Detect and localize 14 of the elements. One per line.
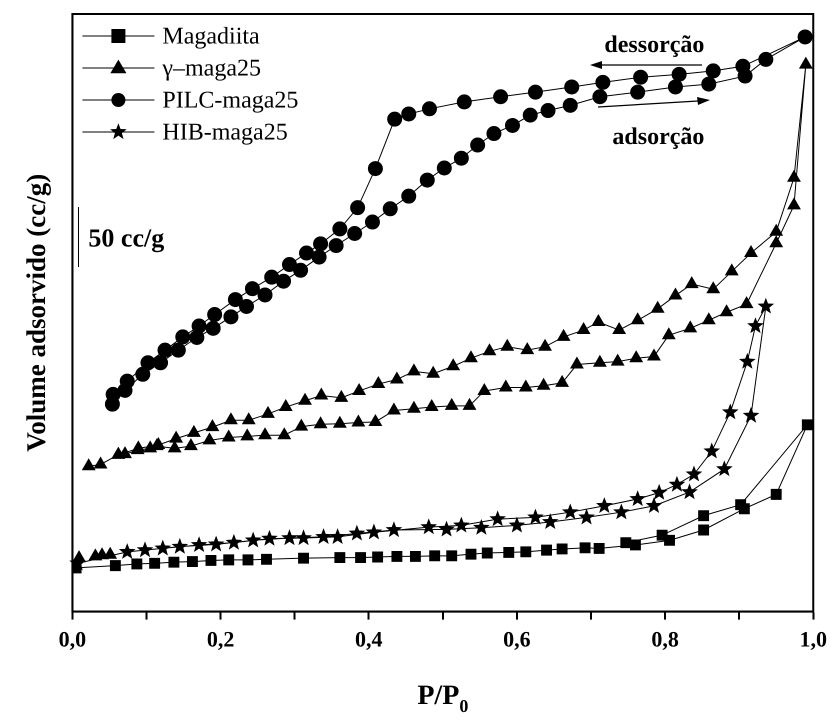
x-tick-label: 0,6 bbox=[503, 626, 531, 652]
x-tick-label: 0,0 bbox=[58, 626, 86, 652]
x-tick-label: 0,8 bbox=[651, 626, 679, 652]
x-tick-label: 0,4 bbox=[354, 626, 382, 652]
legend-label: Magadiita bbox=[162, 23, 260, 50]
legend-label: γ–maga25 bbox=[161, 55, 261, 82]
annotation: adsorção bbox=[612, 124, 704, 150]
legend-label: HIB-maga25 bbox=[162, 119, 288, 146]
x-tick-label: 1,0 bbox=[800, 626, 827, 652]
annotation: 50 cc/g bbox=[88, 224, 164, 253]
x-tick-label: 0,2 bbox=[206, 626, 234, 652]
legend-label: PILC-maga25 bbox=[162, 87, 298, 114]
annotation: dessorção bbox=[604, 32, 704, 58]
y-axis-title: Volume adsorvido (cc/g) bbox=[21, 174, 52, 452]
